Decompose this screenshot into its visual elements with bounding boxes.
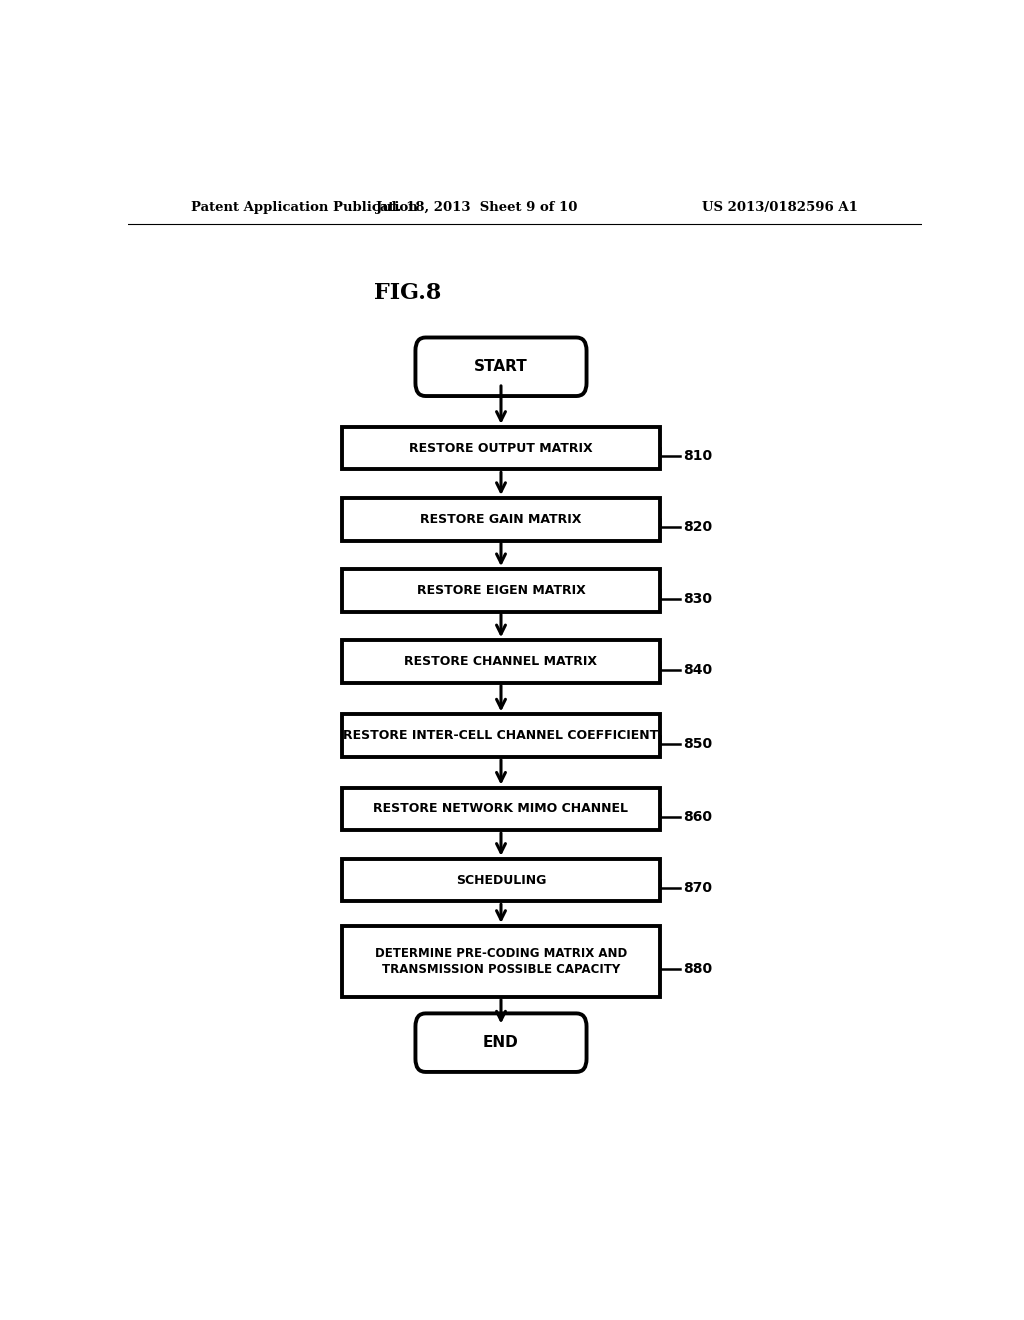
Text: 830: 830 bbox=[684, 591, 713, 606]
Text: RESTORE NETWORK MIMO CHANNEL: RESTORE NETWORK MIMO CHANNEL bbox=[374, 803, 629, 816]
FancyBboxPatch shape bbox=[416, 338, 587, 396]
Text: RESTORE CHANNEL MATRIX: RESTORE CHANNEL MATRIX bbox=[404, 655, 597, 668]
Text: 880: 880 bbox=[684, 962, 713, 977]
Bar bbox=[342, 859, 659, 902]
Text: RESTORE EIGEN MATRIX: RESTORE EIGEN MATRIX bbox=[417, 583, 586, 597]
FancyBboxPatch shape bbox=[416, 1014, 587, 1072]
Bar bbox=[342, 640, 659, 682]
Text: START: START bbox=[474, 359, 527, 375]
Text: 850: 850 bbox=[684, 737, 713, 751]
Text: 810: 810 bbox=[684, 449, 713, 463]
Bar bbox=[342, 714, 659, 758]
Text: 840: 840 bbox=[684, 663, 713, 677]
Text: END: END bbox=[483, 1035, 519, 1051]
Text: 870: 870 bbox=[684, 882, 713, 895]
Text: 860: 860 bbox=[684, 810, 713, 824]
Text: DETERMINE PRE-CODING MATRIX AND
TRANSMISSION POSSIBLE CAPACITY: DETERMINE PRE-CODING MATRIX AND TRANSMIS… bbox=[375, 946, 627, 975]
Text: US 2013/0182596 A1: US 2013/0182596 A1 bbox=[702, 201, 858, 214]
Text: FIG.8: FIG.8 bbox=[374, 281, 441, 304]
Text: RESTORE OUTPUT MATRIX: RESTORE OUTPUT MATRIX bbox=[410, 442, 593, 454]
Bar bbox=[342, 788, 659, 830]
Text: RESTORE GAIN MATRIX: RESTORE GAIN MATRIX bbox=[420, 512, 582, 525]
Text: Patent Application Publication: Patent Application Publication bbox=[191, 201, 418, 214]
Bar bbox=[342, 569, 659, 611]
Bar bbox=[342, 426, 659, 470]
Text: RESTORE INTER-CELL CHANNEL COEFFICIENT: RESTORE INTER-CELL CHANNEL COEFFICIENT bbox=[343, 729, 658, 742]
Text: SCHEDULING: SCHEDULING bbox=[456, 874, 546, 887]
Text: 820: 820 bbox=[684, 520, 713, 535]
Bar bbox=[342, 498, 659, 541]
Bar bbox=[342, 925, 659, 997]
Text: Jul. 18, 2013  Sheet 9 of 10: Jul. 18, 2013 Sheet 9 of 10 bbox=[377, 201, 578, 214]
